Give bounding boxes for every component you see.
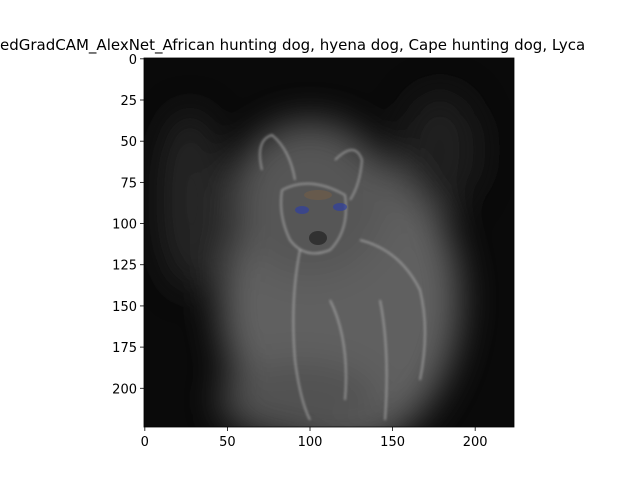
y-tick-label: 175 (112, 341, 137, 356)
y-tick-label: 125 (112, 259, 137, 274)
y-tick-label: 100 (112, 218, 137, 233)
y-tick-label: 25 (120, 94, 137, 109)
x-tick-label: 200 (463, 435, 488, 450)
x-tick-label: 50 (219, 435, 236, 450)
y-tick-label: 150 (112, 300, 137, 315)
y-tick-label: 75 (120, 176, 137, 191)
x-tick-label: 150 (380, 435, 405, 450)
y-tick-label: 0 (129, 53, 137, 68)
x-tick-label: 100 (298, 435, 323, 450)
image (144, 58, 514, 427)
x-tick-label: 0 (141, 435, 149, 450)
chart-title: edGradCAM_AlexNet_African hunting dog, h… (0, 36, 585, 55)
axes-frame (143, 57, 515, 428)
y-tick-label: 200 (112, 382, 137, 397)
y-tick-label: 50 (120, 135, 137, 150)
